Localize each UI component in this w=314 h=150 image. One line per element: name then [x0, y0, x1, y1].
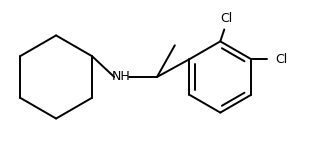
Text: Cl: Cl [220, 12, 232, 25]
Text: NH: NH [112, 70, 131, 84]
Text: Cl: Cl [275, 53, 287, 66]
